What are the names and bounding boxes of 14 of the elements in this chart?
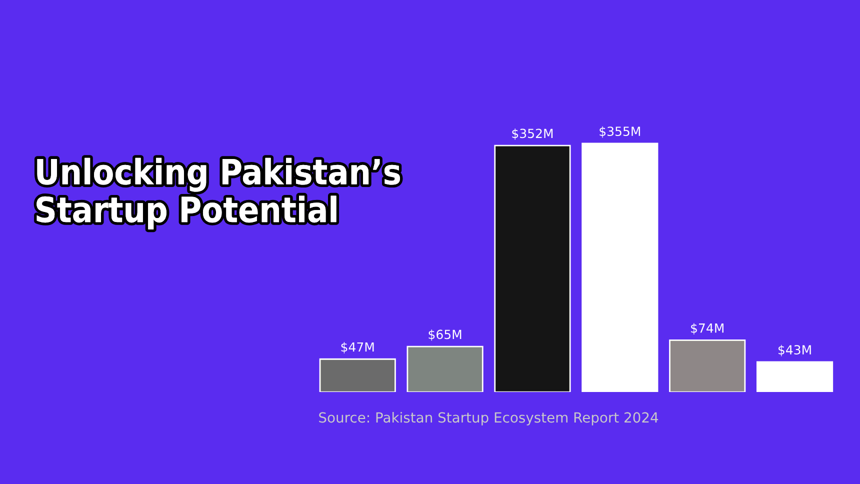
- data-label: $65M: [428, 329, 462, 341]
- data-label: $355M: [600, 126, 640, 138]
- bar: [319, 358, 396, 392]
- data-label: $47M: [341, 342, 374, 354]
- bar: [494, 144, 571, 392]
- bar: [756, 361, 834, 392]
- bar: [406, 346, 484, 392]
- source-note: Source: Pakistan Startup Ecosystem Report 2024: [319, 412, 658, 426]
- bar: [582, 142, 658, 392]
- text: Unlocking Pakistan’s Startup Potential: [36, 158, 400, 230]
- bar: [669, 340, 746, 392]
- data-label: $74M: [691, 323, 724, 334]
- data-label: $43M: [778, 344, 811, 356]
- data-label: $352M: [512, 128, 553, 140]
